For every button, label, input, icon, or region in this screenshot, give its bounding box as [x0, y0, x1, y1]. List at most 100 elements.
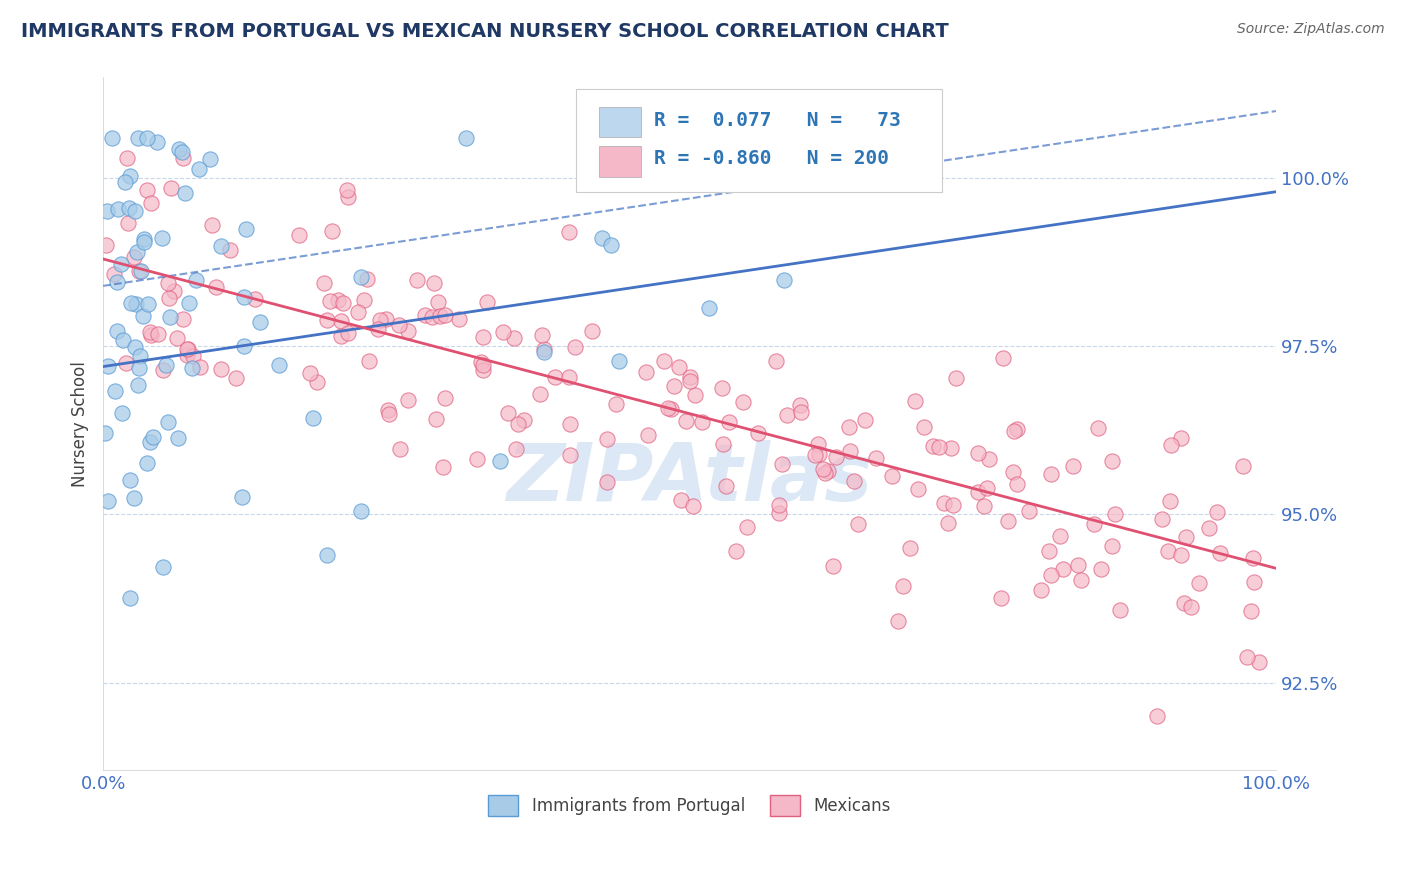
- Point: [107, 202, 129, 217]
- Point: [120, 296, 142, 310]
- Point: [302, 411, 325, 425]
- Point: [209, 361, 232, 376]
- Point: [976, 481, 998, 495]
- Point: [112, 333, 135, 347]
- Point: [321, 224, 343, 238]
- Text: ZIPAtlas: ZIPAtlas: [506, 440, 873, 518]
- Point: [941, 441, 963, 455]
- Point: [336, 326, 359, 340]
- Point: [131, 309, 153, 323]
- Point: [662, 379, 685, 393]
- Point: [821, 558, 844, 573]
- Point: [529, 387, 551, 401]
- Point: [945, 371, 967, 385]
- Text: R =  0.077   N =   73: R = 0.077 N = 73: [654, 111, 900, 130]
- Point: [375, 311, 398, 326]
- Point: [765, 353, 787, 368]
- Point: [117, 216, 139, 230]
- Point: [724, 544, 747, 558]
- Point: [103, 268, 125, 282]
- Point: [357, 353, 380, 368]
- Point: [675, 414, 697, 428]
- Point: [118, 201, 141, 215]
- Point: [157, 291, 180, 305]
- Point: [433, 392, 456, 406]
- Point: [288, 228, 311, 243]
- Point: [789, 398, 811, 412]
- Point: [560, 417, 582, 431]
- Point: [471, 363, 494, 377]
- Point: [120, 169, 142, 183]
- Point: [912, 420, 935, 434]
- Point: [669, 492, 692, 507]
- Point: [668, 359, 690, 374]
- Point: [599, 238, 621, 252]
- Point: [434, 308, 457, 322]
- Point: [768, 498, 790, 512]
- Point: [326, 293, 349, 308]
- Point: [1240, 604, 1263, 618]
- Point: [427, 295, 450, 310]
- Point: [735, 520, 758, 534]
- Point: [127, 131, 149, 145]
- Point: [1175, 530, 1198, 544]
- Point: [1170, 548, 1192, 562]
- Point: [233, 290, 256, 304]
- Point: [489, 454, 512, 468]
- Point: [329, 313, 352, 327]
- Point: [104, 384, 127, 399]
- Point: [425, 412, 447, 426]
- Point: [316, 313, 339, 327]
- Point: [456, 131, 478, 145]
- Point: [880, 469, 903, 483]
- Point: [591, 231, 613, 245]
- Point: [530, 327, 553, 342]
- Point: [807, 436, 830, 450]
- Point: [422, 310, 444, 325]
- Point: [506, 417, 529, 431]
- Point: [138, 296, 160, 310]
- Point: [1209, 546, 1232, 560]
- Text: R = -0.860   N = 200: R = -0.860 N = 200: [654, 149, 889, 169]
- Point: [533, 342, 555, 356]
- Point: [1198, 520, 1220, 534]
- Point: [898, 541, 921, 555]
- Point: [209, 238, 232, 252]
- Point: [1001, 466, 1024, 480]
- Point: [942, 498, 965, 512]
- Point: [129, 264, 152, 278]
- Point: [115, 356, 138, 370]
- Point: [139, 435, 162, 450]
- Point: [111, 406, 134, 420]
- Point: [396, 393, 419, 408]
- Point: [560, 448, 582, 462]
- Point: [1206, 505, 1229, 519]
- Legend: Immigrants from Portugal, Mexicans: Immigrants from Portugal, Mexicans: [479, 787, 898, 824]
- Point: [1109, 603, 1132, 617]
- Point: [814, 467, 837, 481]
- Point: [491, 325, 513, 339]
- Point: [93, 425, 115, 440]
- Point: [503, 331, 526, 345]
- Point: [1160, 437, 1182, 451]
- Point: [1067, 558, 1090, 573]
- Point: [790, 405, 813, 419]
- Point: [1018, 504, 1040, 518]
- Point: [776, 408, 799, 422]
- Point: [1243, 575, 1265, 590]
- Point: [887, 614, 910, 628]
- Point: [389, 442, 412, 457]
- Point: [846, 516, 869, 531]
- Point: [679, 375, 702, 389]
- Point: [135, 456, 157, 470]
- Point: [634, 365, 657, 379]
- Point: [652, 354, 675, 368]
- Point: [825, 450, 848, 464]
- Point: [1170, 431, 1192, 445]
- Point: [1087, 421, 1109, 435]
- Point: [405, 273, 427, 287]
- Point: [124, 491, 146, 505]
- Point: [1029, 582, 1052, 597]
- Point: [817, 464, 839, 478]
- Point: [166, 431, 188, 445]
